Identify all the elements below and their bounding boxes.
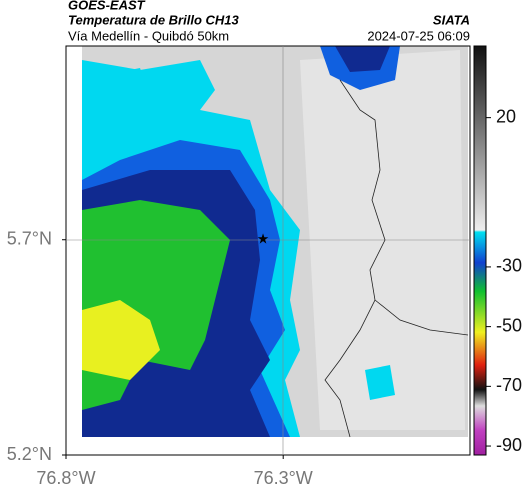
title: GOES-EAST: [68, 0, 146, 12]
colorbar: [473, 45, 487, 456]
colorbar-tick-label: -50: [496, 315, 522, 335]
colorbar-tick-label: -90: [496, 435, 522, 455]
source: SIATA: [433, 12, 470, 27]
subtitle: Temperatura de Brillo CH13: [68, 12, 240, 27]
route: Vía Medellín - Quibdó 50km: [68, 28, 229, 43]
y-tick-label: 5.2°N: [7, 444, 52, 464]
boundary: [324, 79, 386, 438]
colorbar-tick-label: 20: [496, 106, 516, 126]
colorbar-tick-label: -70: [496, 375, 522, 395]
map-imagery: [82, 46, 468, 437]
x-tick-label: 76.8°W: [36, 468, 95, 488]
location-star: ★: [257, 231, 270, 247]
x-tick-label: 76.3°W: [254, 468, 313, 488]
boundary: [374, 299, 469, 336]
timestamp: 2024-07-25 06:09: [367, 28, 470, 43]
colorbar-tick-label: -30: [496, 256, 522, 276]
y-tick-label: 5.7°N: [7, 228, 52, 248]
map-frame: [65, 45, 471, 456]
